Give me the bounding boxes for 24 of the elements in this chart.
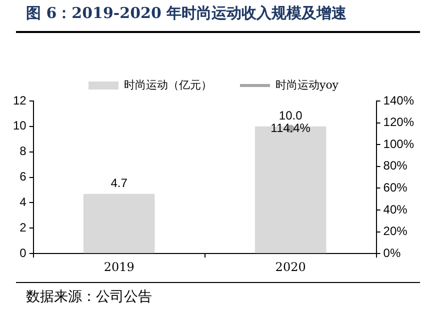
y2-tick-label: 100% bbox=[383, 136, 414, 151]
data-label: 114.4% bbox=[270, 121, 311, 136]
y2-tick-label: 20% bbox=[383, 224, 408, 238]
x-tick-label: 2020 bbox=[275, 260, 306, 274]
source-note: 数据来源：公司公告 bbox=[26, 288, 152, 306]
y-tick-label: 8 bbox=[20, 144, 27, 158]
y2-tick-label: 120% bbox=[383, 115, 414, 130]
y-tick-label: 6 bbox=[20, 170, 27, 184]
y2-tick-label: 80% bbox=[383, 158, 408, 173]
legend-label: 时尚运动yoy bbox=[275, 78, 340, 92]
y2-tick-label: 40% bbox=[383, 202, 408, 216]
y2-tick-label: 60% bbox=[383, 180, 408, 195]
y-tick-label: 0 bbox=[20, 246, 27, 260]
y-tick-label: 10 bbox=[12, 118, 27, 133]
x-tick-label: 2019 bbox=[104, 260, 134, 274]
legend-label: 时尚运动（亿元） bbox=[124, 78, 212, 92]
y2-tick-label: 140% bbox=[383, 93, 414, 108]
y2-tick-label: 0% bbox=[383, 246, 401, 260]
y-tick-label: 2 bbox=[20, 220, 27, 234]
data-label: 4.7 bbox=[110, 176, 128, 190]
y-tick-label: 12 bbox=[12, 93, 27, 108]
y-tick-label: 4 bbox=[20, 195, 27, 210]
data-label: 10.0 bbox=[278, 108, 303, 123]
chart-title: 图 6：2019-2020 年时尚运动收入规模及增速 bbox=[26, 4, 347, 23]
